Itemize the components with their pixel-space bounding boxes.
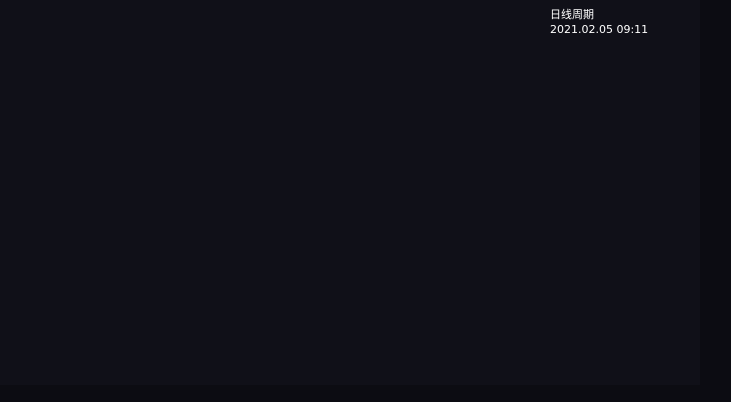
time-axis: [0, 385, 731, 402]
price-axis: [700, 0, 731, 402]
chart-subtitle: 2021.02.05 09:11: [550, 23, 648, 36]
chart-title: 日线周期: [550, 7, 594, 21]
